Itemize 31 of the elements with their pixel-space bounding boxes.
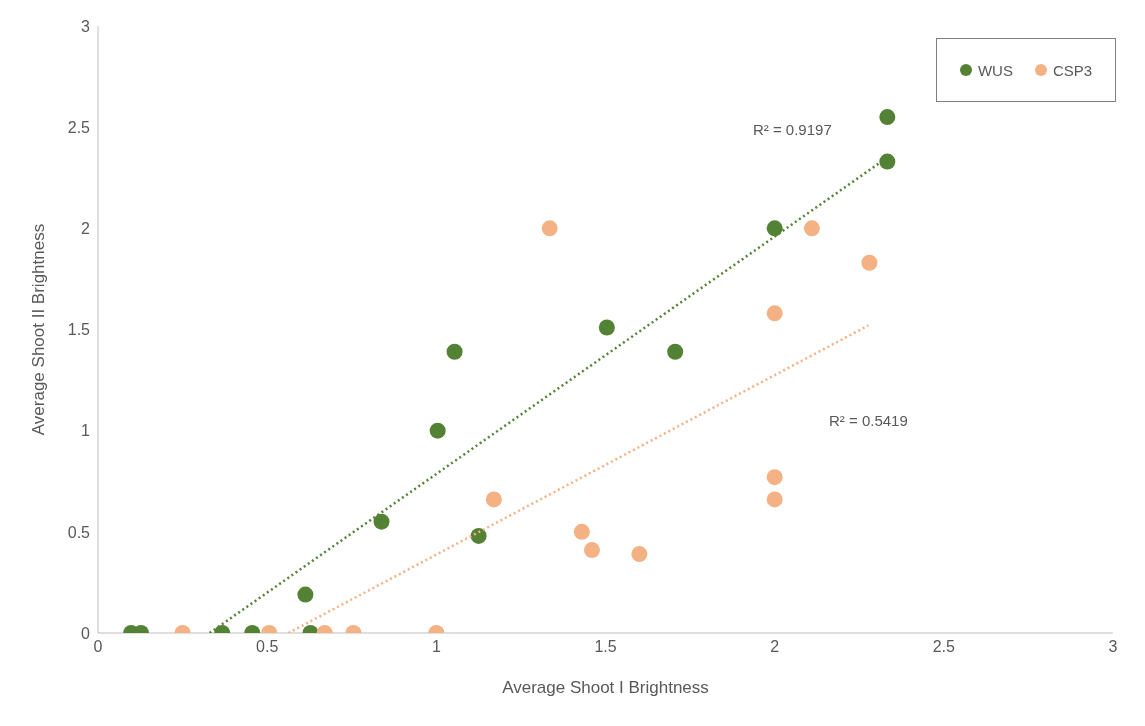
legend-label: CSP3 <box>1052 61 1093 79</box>
x-tick-label: 3 <box>1108 638 1118 656</box>
y-tick-label: 1 <box>81 422 91 440</box>
x-tick-label: 1.5 <box>594 638 617 656</box>
point <box>667 343 684 360</box>
y-tick-label: 0 <box>81 624 91 642</box>
point <box>879 109 896 126</box>
x-tick-label: 0.5 <box>256 638 279 656</box>
point <box>446 343 463 360</box>
x-axis-title: Average Shoot I Brightness <box>502 678 709 697</box>
x-tick-label: 0 <box>93 638 103 656</box>
legend-label: WUS <box>977 61 1013 79</box>
point <box>861 254 878 271</box>
point <box>766 305 783 322</box>
y-axis-title: Average Shoot II Brightness <box>29 223 49 436</box>
y-tick-label: 3 <box>81 17 91 35</box>
x-tick-label: 2.5 <box>932 638 956 656</box>
x-tick-label: 2 <box>770 638 780 656</box>
point <box>541 220 558 237</box>
point <box>598 319 615 336</box>
y-tick-label: 2.5 <box>67 118 91 136</box>
point <box>803 220 820 237</box>
y-tick-label: 2 <box>81 220 91 238</box>
annotation: R² = 0.5419 <box>828 411 908 429</box>
point <box>766 220 783 237</box>
point <box>879 153 896 170</box>
y-tick-label: 0.5 <box>67 523 91 541</box>
point <box>429 422 446 439</box>
annotation: R² = 0.9197 <box>752 120 832 138</box>
y-tick-label: 1.5 <box>67 321 91 339</box>
x-tick-label: 1 <box>431 638 441 656</box>
